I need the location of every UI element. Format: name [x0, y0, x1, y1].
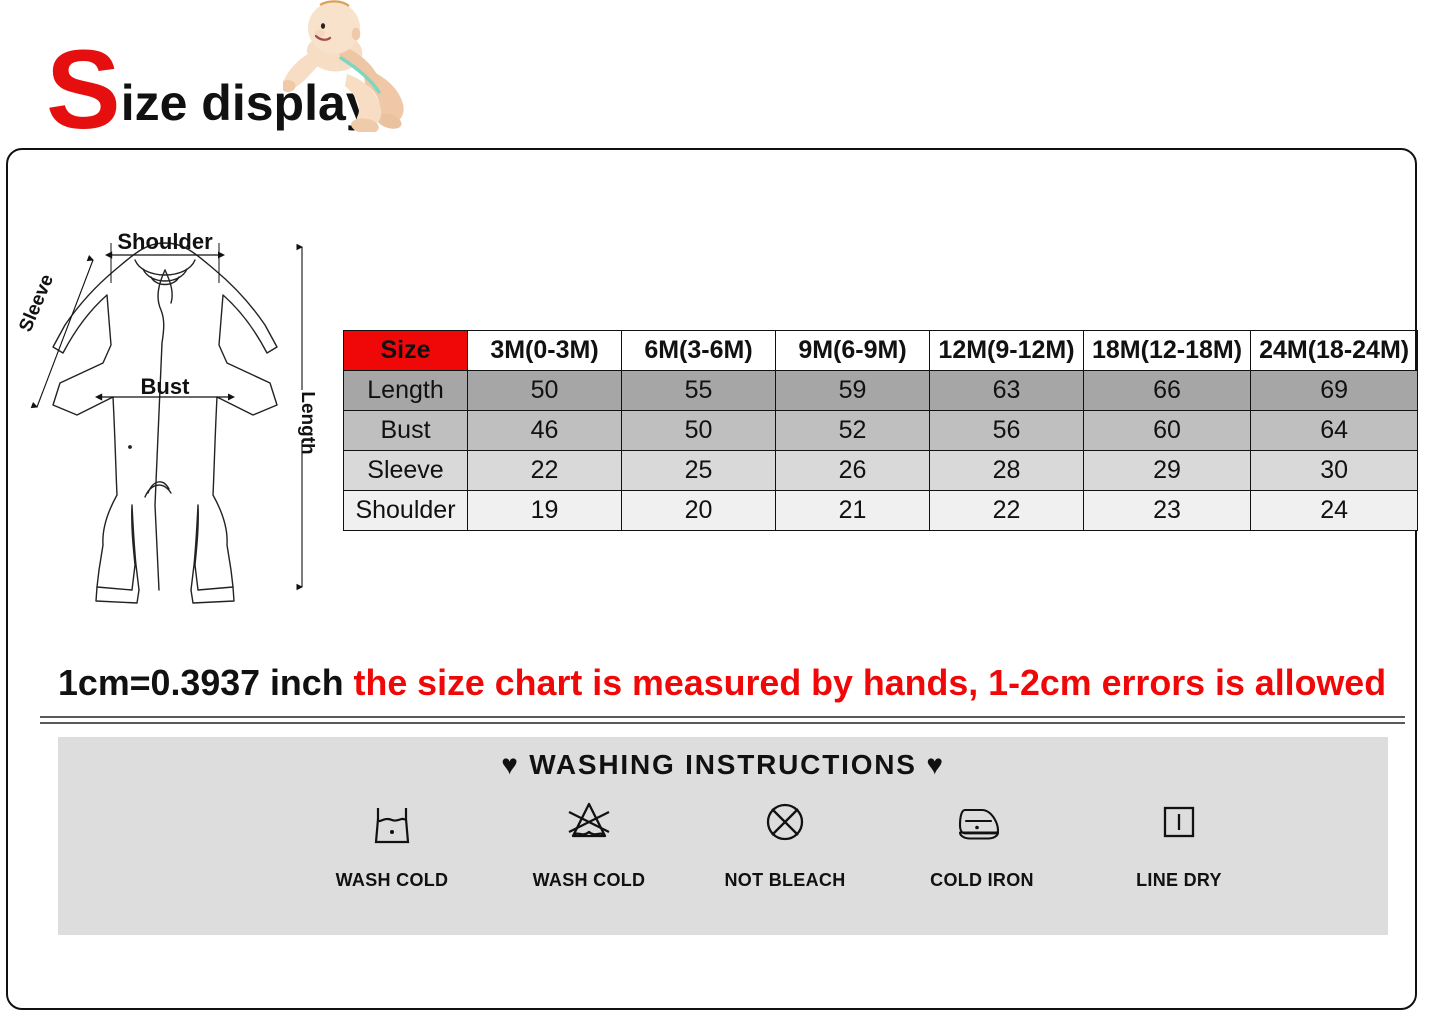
svg-text:Length: Length [297, 391, 315, 454]
svg-text:Shoulder: Shoulder [117, 229, 213, 254]
svg-text:Sleeve: Sleeve [15, 271, 58, 335]
svg-text:Bust: Bust [141, 374, 191, 399]
